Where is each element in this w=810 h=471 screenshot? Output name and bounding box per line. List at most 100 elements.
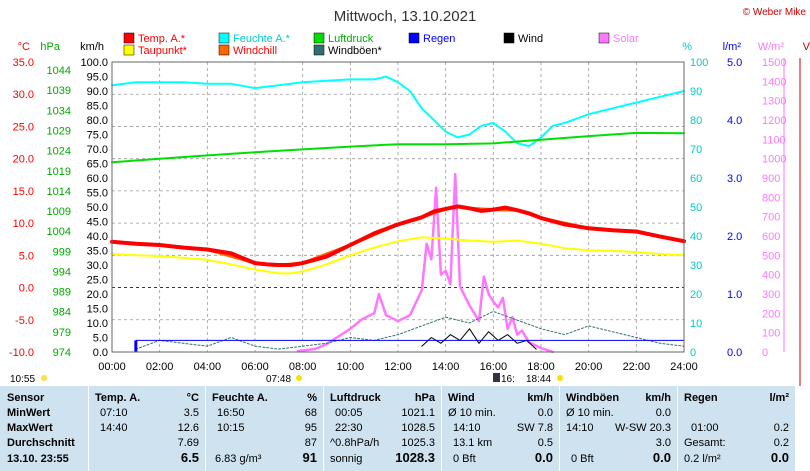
temp-tick-label: -5.0 — [15, 315, 34, 327]
sunrise-time: 07:48 — [266, 374, 291, 385]
x-tick-label: 14:00 — [432, 361, 460, 373]
wind-tick-label: 85.0 — [87, 101, 108, 113]
press-min-time: 00:05 — [335, 407, 363, 419]
wind-avg-value: 0.5 — [537, 437, 553, 449]
wind-tick-label: 65.0 — [87, 159, 108, 171]
x-tick-label: 22:00 — [623, 361, 651, 373]
rain-bar — [134, 340, 138, 352]
temp-tick-label: 15.0 — [13, 186, 34, 198]
col-header-rain: Regen — [684, 392, 718, 404]
humidity-tick-label: 60 — [690, 173, 702, 185]
temp-tick-label: 10.0 — [13, 218, 34, 230]
temp-tick-label: 25.0 — [13, 121, 34, 133]
x-tick-label: 10:00 — [337, 361, 365, 373]
series-line-solar — [296, 172, 555, 354]
temp-current-value: 6.5 — [180, 450, 199, 465]
legend-label-humidity: Feuchte A.* — [233, 33, 291, 45]
temp-avg-value: 7.69 — [177, 437, 199, 449]
solar-tick-label: 1300 — [762, 96, 786, 108]
solar-tick-label: 0 — [762, 347, 768, 359]
press-max-value: 1028.5 — [401, 422, 435, 434]
row-label-min: MinWert — [7, 407, 51, 419]
moonrise-time: 10:55 — [10, 374, 35, 385]
hum-avg-value: 87 — [304, 437, 317, 449]
legend-label-rain: Regen — [423, 33, 455, 45]
wind-tick-label: 60.0 — [87, 173, 108, 185]
humidity-tick-label: 90 — [690, 86, 702, 98]
axis-unit-temp: °C — [18, 41, 30, 53]
solar-tick-label: 500 — [762, 250, 780, 262]
data-series — [110, 75, 686, 354]
series-line-feuchte-a — [111, 75, 685, 148]
solar-tick-label: 600 — [762, 231, 780, 243]
humidity-tick-label: 50 — [690, 202, 702, 214]
rain-today: 0.2 l/m² — [684, 453, 721, 465]
pressure-tick-label: 979 — [53, 327, 71, 339]
wind-tick-label: 100.0 — [80, 57, 108, 69]
series-line-luftdruck — [111, 131, 685, 164]
humidity-tick-label: 40 — [690, 231, 702, 243]
legend-swatch-rain — [408, 32, 420, 44]
wind-tick-label: 45.0 — [87, 217, 108, 229]
humidity-tick-label: 10 — [690, 318, 702, 330]
gust-max-value: W-SW 20.3 — [614, 422, 671, 434]
col-unit-humidity: % — [307, 392, 317, 404]
legend-swatch-humidity — [218, 32, 230, 44]
solar-tick-label: 1100 — [762, 134, 786, 146]
legend: Temp. A.* Taupunkt* Feuchte A.* Windchil… — [123, 32, 639, 57]
col-unit-temp: °C — [186, 392, 199, 404]
row-label-max: MaxWert — [7, 422, 53, 434]
humidity-tick-label: 20 — [690, 289, 702, 301]
moon-time: 16: — [501, 374, 515, 385]
humidity-tick-label: 80 — [690, 115, 702, 127]
solar-tick-label: 1200 — [762, 115, 786, 127]
wind-tick-label: 35.0 — [87, 246, 108, 258]
grid — [111, 61, 685, 353]
axis-unit-rain: l/m² — [723, 41, 742, 53]
temp-tick-label: 35.0 — [13, 57, 34, 69]
col-pressure: Luftdruck hPa 00:05 1021.1 22:30 1028.5 … — [323, 386, 442, 471]
rain-tick-label: 5.0 — [727, 57, 742, 69]
rain-tick-label: 0.0 — [727, 347, 742, 359]
sunset-icon — [557, 375, 563, 381]
rain-total-label: Gesamt: — [684, 437, 726, 449]
pressure-tick-label: 1024 — [47, 146, 71, 158]
chart-title: Mittwoch, 13.10.2021 — [334, 8, 477, 25]
solar-tick-label: 200 — [762, 308, 780, 320]
x-tick-label: 20:00 — [575, 361, 603, 373]
gust-bft: 0 Bft — [571, 453, 594, 465]
gust-avg-value: 3.0 — [655, 437, 671, 449]
legend-label-solar: Solar — [613, 33, 639, 45]
wind-tick-label: 15.0 — [87, 304, 108, 316]
weather-chart: Mittwoch, 13.10.2021 © Weber Mike Temp. … — [9, 7, 810, 386]
rain-total-value: 0.2 — [773, 437, 789, 449]
wind-avg-label: Ø 10 min. — [448, 407, 496, 419]
col-header-gust: Windböen — [566, 392, 620, 404]
wind-avg10-value: 0.0 — [537, 407, 553, 419]
pressure-tick-label: 989 — [53, 287, 71, 299]
wind-current-value: 0.0 — [534, 450, 553, 465]
x-tick-label: 08:00 — [289, 361, 317, 373]
col-header-humidity: Feuchte A. — [212, 392, 268, 404]
wind-tick-label: 30.0 — [87, 260, 108, 272]
sunset-time: 18:44 — [526, 374, 551, 385]
solar-tick-label: 300 — [762, 289, 780, 301]
pressure-tick-label: 984 — [53, 307, 71, 319]
row-label-avg: Durchschnitt — [7, 437, 75, 449]
col-humidity: Feuchte A. % 16:50 68 10:15 95 87 6.83 g… — [205, 386, 324, 471]
legend-swatch-gust — [313, 44, 325, 56]
legend-swatch-temp — [123, 32, 135, 44]
legend-swatch-wind — [503, 32, 515, 44]
gust-avg10-value: 0.0 — [655, 407, 671, 419]
hum-current-value: 91 — [302, 450, 317, 465]
press-max-time: 22:30 — [335, 422, 363, 434]
hum-max-time: 10:15 — [217, 422, 245, 434]
legend-label-dew: Taupunkt* — [138, 45, 188, 57]
solar-tick-label: 100 — [762, 328, 780, 340]
col-header-temp: Temp. A. — [95, 392, 141, 404]
rain-tick-label: 2.0 — [727, 231, 742, 243]
pressure-tick-label: 1014 — [47, 186, 71, 198]
axis-unit-humidity: % — [682, 41, 692, 53]
axis-unit-pressure: hPa — [40, 41, 60, 53]
press-current-value: 1028.3 — [395, 450, 435, 465]
